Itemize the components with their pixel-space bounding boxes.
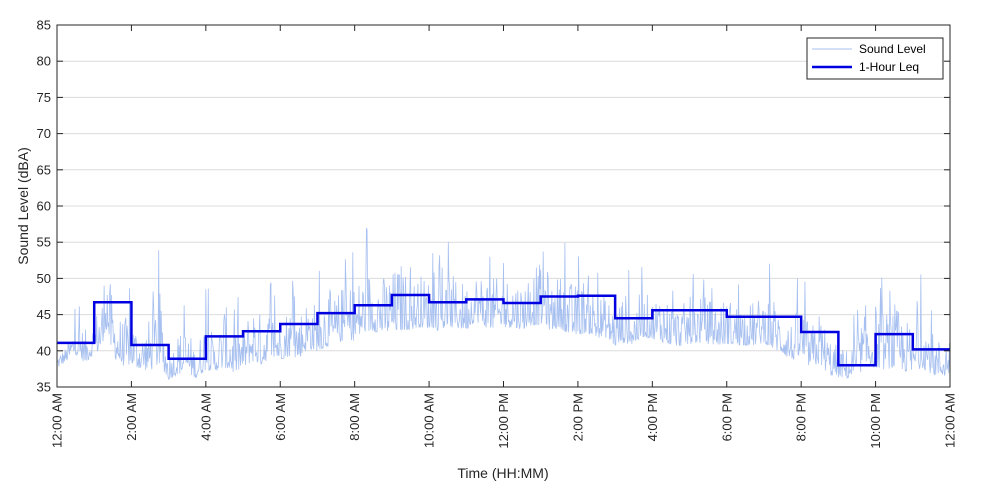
y-tick-label: 35 xyxy=(37,380,51,395)
y-tick-label: 45 xyxy=(37,307,51,322)
x-tick-label: 10:00 AM xyxy=(422,393,437,448)
y-tick-label: 80 xyxy=(37,54,51,69)
y-tick-label: 75 xyxy=(37,90,51,105)
y-tick-label: 40 xyxy=(37,343,51,358)
series-1-hour-leq-line xyxy=(57,293,950,367)
x-tick-label: 10:00 PM xyxy=(868,393,883,449)
plot-area xyxy=(57,227,950,380)
legend-box xyxy=(806,37,944,80)
x-axis: 12:00 AM 2:00 AM 4:00 AM 6:00 AM 8:00 AM 10:0… xyxy=(50,25,958,449)
x-tick-label: 6:00 PM xyxy=(719,393,734,441)
x-tick-label: 2:00 AM xyxy=(124,393,139,441)
y-axis: 35 40 45 50 55 60 65 70 75 80 85 xyxy=(37,18,950,395)
x-tick-label: 12:00 AM xyxy=(50,393,65,448)
x-tick-label: 8:00 AM xyxy=(347,393,362,441)
y-tick-label: 50 xyxy=(37,271,51,286)
y-tick-label: 60 xyxy=(37,199,51,214)
x-tick-label: 4:00 PM xyxy=(645,393,660,441)
y-tick-label: 65 xyxy=(37,162,51,177)
legend: Sound Level 1-Hour Leq xyxy=(806,37,944,80)
y-tick-label: 70 xyxy=(37,126,51,141)
x-tick-label: 6:00 AM xyxy=(273,393,288,441)
x-tick-label: 4:00 AM xyxy=(198,393,213,441)
y-axis-label: Sound Level (dBA) xyxy=(15,147,31,265)
legend-entry-1-hour-leq: 1-Hour Leq xyxy=(859,60,919,74)
x-axis-label: Time (HH:MM) xyxy=(457,465,548,481)
x-tick-label: 12:00 PM xyxy=(496,393,511,449)
x-tick-label: 8:00 PM xyxy=(794,393,809,441)
legend-entry-sound-level: Sound Level xyxy=(859,42,926,56)
y-tick-label: 85 xyxy=(37,18,51,33)
y-tick-label: 55 xyxy=(37,235,51,250)
x-tick-label: 12:00 AM xyxy=(943,393,958,448)
x-tick-label: 2:00 PM xyxy=(570,393,585,441)
